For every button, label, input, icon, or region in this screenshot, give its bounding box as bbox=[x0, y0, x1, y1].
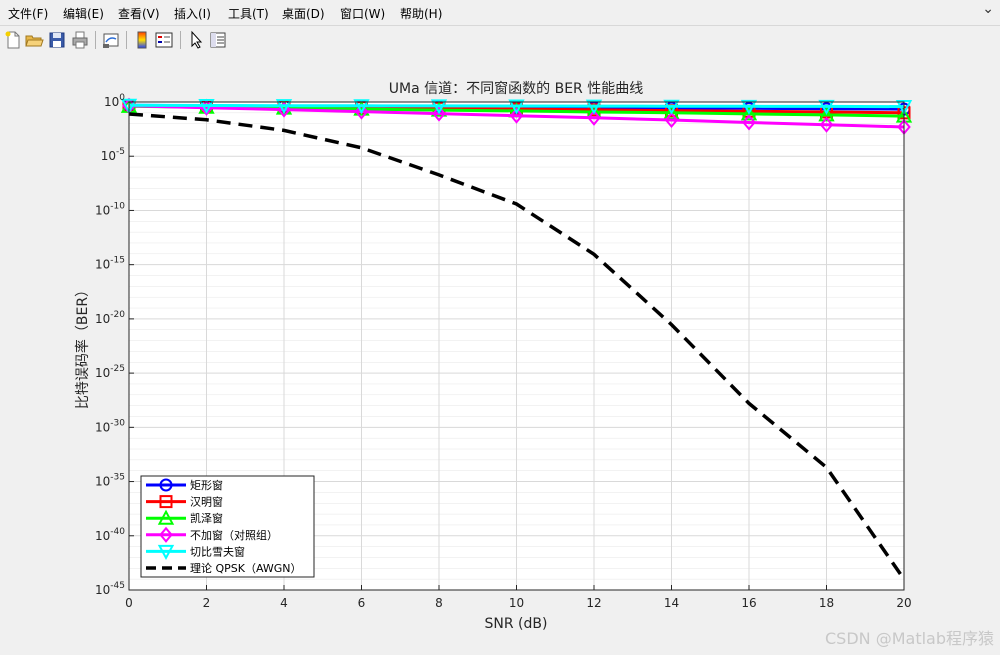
series-line bbox=[128, 103, 905, 109]
series-5 bbox=[128, 112, 906, 581]
x-tick-label: 16 bbox=[741, 596, 756, 610]
legend-marker bbox=[159, 526, 173, 543]
x-tick-label: 8 bbox=[435, 596, 443, 610]
menu-desktop[interactable]: 桌面(D) bbox=[282, 7, 325, 21]
y-axis-label: 比特误码率（BER） bbox=[74, 283, 91, 409]
legend-marker bbox=[157, 509, 175, 525]
series-4 bbox=[120, 98, 913, 116]
watermark: CSDN @Matlab程序猿 bbox=[825, 629, 994, 648]
x-axis-ticks: 0 2 4 6 8 10 12 14 16 18 20 bbox=[125, 585, 912, 610]
x-tick-label: 12 bbox=[586, 596, 601, 610]
menu-help[interactable]: 帮助(H) bbox=[400, 7, 443, 21]
data-point-marker bbox=[275, 99, 293, 115]
data-point-marker bbox=[818, 106, 835, 122]
menu-bar: 文件(F) 编辑(E) 查看(V) 插入(I) 工具(T) 桌面(D) 窗口(W… bbox=[0, 0, 1000, 25]
x-tick-label: 20 bbox=[896, 596, 911, 610]
x-tick-label: 6 bbox=[358, 596, 366, 610]
y-tick-label: 10-45 bbox=[95, 581, 125, 597]
x-tick-label: 18 bbox=[819, 596, 834, 610]
legend-box bbox=[140, 475, 315, 578]
data-point-marker bbox=[432, 105, 446, 122]
data-point-marker bbox=[895, 100, 913, 116]
legend-marker bbox=[159, 478, 173, 492]
data-point-marker bbox=[354, 103, 369, 120]
figure-canvas: 0 2 4 6 8 10 12 14 16 18 20 100 10-5 10-10 10-15 10-20… bbox=[0, 53, 1000, 655]
legend-label: 理论 QPSK（AWGN） bbox=[190, 561, 302, 575]
toolbar-separator bbox=[126, 31, 127, 49]
link-plot-icon[interactable] bbox=[101, 30, 121, 50]
data-point-marker bbox=[818, 99, 835, 116]
y-tick-label: 10-10 bbox=[95, 201, 125, 217]
y-tick-label: 10-30 bbox=[95, 418, 125, 434]
data-point-marker bbox=[198, 98, 215, 115]
y-tick-label: 100 bbox=[104, 93, 125, 109]
data-point-marker bbox=[663, 104, 680, 120]
toolbar-separator bbox=[95, 31, 96, 49]
series-3 bbox=[122, 97, 911, 136]
x-tick-label: 0 bbox=[125, 596, 133, 610]
figure-toolbar bbox=[0, 25, 1000, 54]
menu-insert[interactable]: 插入(I) bbox=[174, 7, 211, 21]
chart-title: UMa 信道：不同窗函数的 BER 性能曲线 bbox=[389, 80, 643, 97]
data-point-marker bbox=[742, 114, 756, 131]
menu-edit[interactable]: 编辑(E) bbox=[63, 7, 104, 21]
colorbar-icon[interactable] bbox=[132, 30, 152, 50]
menu-file[interactable]: 文件(F) bbox=[8, 7, 49, 21]
data-point-marker bbox=[587, 109, 601, 126]
y-axis-ticks: 100 10-5 10-10 10-15 10-20 10-25 10-30 10-35 10-… bbox=[95, 93, 134, 597]
legend-label: 矩形窗 bbox=[190, 478, 223, 492]
data-point-marker bbox=[664, 111, 679, 129]
x-tick-label: 2 bbox=[203, 596, 211, 610]
legend-label: 汉明窗 bbox=[190, 495, 223, 509]
menu-tools[interactable]: 工具(T) bbox=[228, 7, 269, 21]
ber-chart: 0 2 4 6 8 10 12 14 16 18 20 100 10-5 10-10 10-15 10-20… bbox=[74, 80, 913, 632]
data-point-marker bbox=[819, 116, 834, 133]
legend-marker bbox=[159, 495, 173, 509]
legend-label: 切比雪夫窗 bbox=[190, 544, 245, 558]
data-point-marker bbox=[585, 99, 603, 115]
y-tick-label: 10-40 bbox=[95, 527, 125, 543]
y-tick-label: 10-25 bbox=[95, 364, 125, 380]
data-point-marker bbox=[740, 99, 758, 115]
menu-view[interactable]: 查看(V) bbox=[118, 7, 160, 21]
legend-label: 不加窗（对照组） bbox=[190, 528, 278, 542]
data-point-marker bbox=[740, 105, 758, 121]
open-folder-icon[interactable] bbox=[24, 30, 44, 50]
data-point-marker bbox=[663, 99, 680, 115]
y-tick-label: 10-5 bbox=[101, 147, 125, 163]
data-point-marker bbox=[508, 99, 525, 115]
x-tick-label: 14 bbox=[664, 596, 679, 610]
legend-icon[interactable] bbox=[154, 30, 174, 50]
y-tick-label: 10-15 bbox=[95, 256, 125, 272]
toolbar-separator bbox=[180, 31, 181, 49]
menu-window[interactable]: 窗口(W) bbox=[340, 7, 386, 21]
y-tick-label: 10-35 bbox=[95, 473, 125, 489]
y-tick-label: 10-20 bbox=[95, 310, 125, 326]
new-file-icon[interactable] bbox=[3, 30, 23, 50]
data-point-marker bbox=[509, 107, 524, 124]
series-layer bbox=[120, 97, 913, 581]
save-icon[interactable] bbox=[47, 30, 67, 50]
property-inspector-icon[interactable] bbox=[208, 30, 228, 50]
data-point-marker bbox=[430, 99, 448, 115]
pointer-icon[interactable] bbox=[186, 30, 206, 50]
x-tick-label: 4 bbox=[280, 596, 288, 610]
x-axis-label: SNR (dB) bbox=[485, 616, 548, 632]
legend-label: 凯泽窗 bbox=[190, 511, 223, 525]
collapse-toolbar-icon[interactable]: ⌄ bbox=[982, 1, 994, 17]
print-icon[interactable] bbox=[70, 30, 90, 50]
series-line bbox=[128, 112, 906, 581]
legend-marker bbox=[157, 544, 175, 560]
series-line bbox=[128, 104, 905, 129]
x-tick-label: 10 bbox=[509, 596, 524, 610]
data-point-marker bbox=[353, 99, 370, 115]
data-point-marker bbox=[120, 98, 138, 114]
